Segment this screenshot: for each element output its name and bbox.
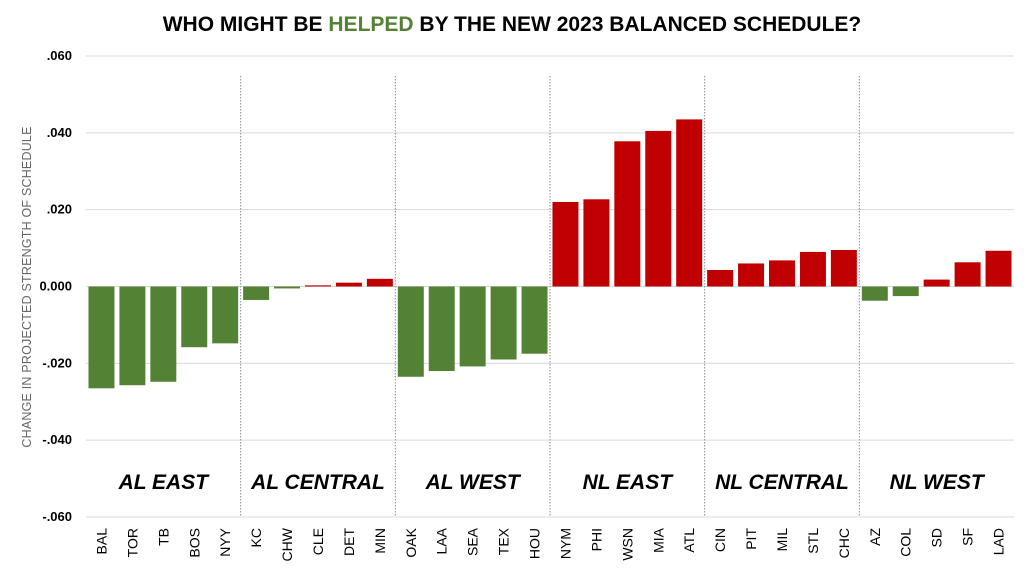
division-labels: AL EAST AL CENTRAL AL WEST NL EAST NL CENTRA…: [118, 471, 986, 494]
division-label: AL EAST: [118, 471, 211, 494]
bar-chc: [830, 250, 857, 287]
bar-chw: [274, 286, 301, 289]
x-tick-label: BOS: [186, 528, 202, 558]
division-label: AL CENTRAL: [250, 471, 385, 494]
x-tick-label: CHC: [836, 528, 852, 558]
bar-tex: [490, 286, 517, 360]
x-tick-labels: BAL TOR TB BOS NYY KC CHW CLE DET MIN OAK LAA SEA TEX…: [94, 527, 1007, 561]
bar-sf: [954, 262, 981, 287]
x-tick-label: OAK: [403, 527, 419, 557]
y-tick-labels: .060 .040 .020 0.000 -.020 -.040 -.060: [39, 48, 72, 524]
x-tick-label: SF: [960, 528, 976, 546]
chart-title-part-1: WHO MIGHT BE: [163, 13, 329, 36]
bar-lad: [985, 250, 1012, 287]
bar-min: [366, 278, 393, 287]
x-tick-label: BAL: [94, 528, 110, 555]
bar-tor: [119, 286, 146, 386]
division-label: AL WEST: [425, 471, 522, 494]
x-tick-label: PHI: [588, 528, 604, 551]
bar-bos: [181, 286, 208, 348]
y-axis-label: CHANGE IN PROJECTED STRENGTH OF SCHEDULE: [20, 126, 34, 447]
x-tick-label: NYM: [558, 528, 574, 559]
x-tick-label: NYY: [217, 527, 233, 556]
x-tick-label: PIT: [743, 528, 759, 550]
division-label: NL EAST: [583, 471, 675, 494]
bar-wsn: [614, 141, 641, 287]
bar-phi: [583, 199, 610, 287]
bar-az: [861, 286, 888, 301]
bar-kc: [243, 286, 270, 300]
bar-oak: [397, 286, 424, 377]
bar-tb: [150, 286, 177, 382]
chart-title: WHO MIGHT BE HELPED BY THE NEW 2023 BALA…: [163, 13, 862, 36]
x-tick-label: MIN: [372, 528, 388, 554]
x-tick-label: SD: [929, 528, 945, 547]
bar-atl: [676, 119, 703, 287]
division-label: NL WEST: [890, 471, 986, 494]
x-tick-label: CLE: [310, 528, 326, 555]
bar-col: [892, 286, 919, 297]
y-tick-label: -.040: [42, 432, 72, 447]
x-tick-label: MIL: [774, 528, 790, 552]
x-tick-label: HOU: [527, 528, 543, 559]
x-tick-label: CIN: [712, 528, 728, 552]
y-tick-label: .060: [47, 48, 72, 63]
x-tick-label: MIA: [650, 527, 666, 553]
bar-laa: [428, 286, 455, 372]
x-tick-label: TB: [155, 528, 171, 546]
bar-nym: [552, 201, 579, 287]
y-tick-label: .020: [47, 202, 72, 217]
bar-stl: [799, 251, 826, 287]
x-tick-label: CHW: [279, 527, 295, 561]
bar-det: [335, 282, 362, 287]
y-tick-label: -.020: [42, 355, 72, 370]
chart-title-highlight: HELPED: [328, 13, 413, 36]
x-tick-label: TOR: [124, 528, 140, 557]
chart-title-part-3: BY THE NEW 2023 BALANCED SCHEDULE?: [414, 13, 862, 36]
x-tick-label: LAA: [434, 527, 450, 554]
bar-cle: [305, 285, 331, 287]
x-tick-label: COL: [898, 528, 914, 557]
bar-bal: [88, 286, 115, 389]
x-tick-label: TEX: [496, 527, 512, 555]
bar-cin: [707, 269, 734, 287]
x-tick-label: WSN: [619, 528, 635, 561]
division-label: NL CENTRAL: [715, 471, 849, 494]
x-tick-label: LAD: [991, 528, 1007, 555]
x-tick-label: AZ: [867, 528, 883, 546]
bars: [88, 119, 1012, 389]
y-tick-label: -.060: [42, 509, 72, 524]
bar-mia: [645, 130, 672, 287]
y-tick-label: .040: [47, 125, 72, 140]
bar-sea: [459, 286, 486, 367]
bar-sd: [923, 279, 950, 287]
y-tick-label: 0.000: [39, 279, 72, 294]
division-separators: [240, 76, 860, 517]
bar-mil: [769, 260, 795, 287]
x-tick-label: STL: [805, 528, 821, 554]
x-tick-label: KC: [248, 528, 264, 547]
bar-nyy: [212, 286, 239, 344]
x-tick-label: ATL: [681, 528, 697, 553]
bar-pit: [738, 263, 765, 287]
x-tick-label: DET: [341, 528, 357, 556]
bar-hou: [521, 286, 548, 354]
x-tick-label: SEA: [465, 527, 481, 556]
